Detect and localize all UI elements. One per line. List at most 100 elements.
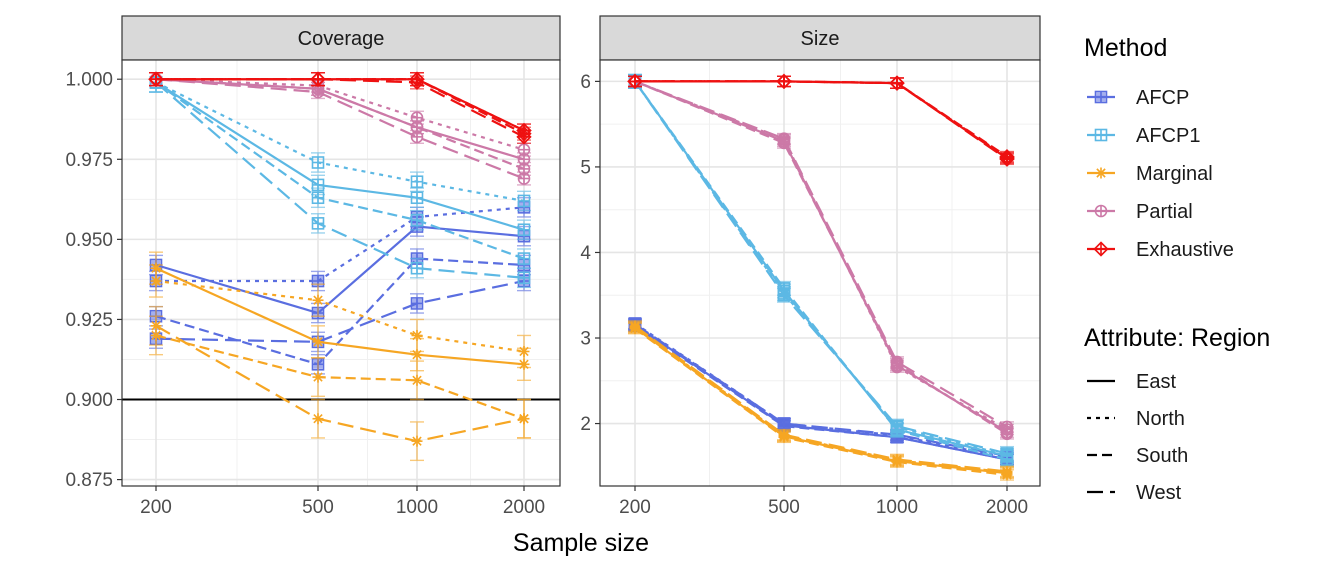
legend-item-east: East [1087, 371, 1176, 393]
series-line [634, 80, 1008, 455]
legend-item-partial: Partial [1087, 201, 1193, 223]
x-tick-label: 500 [768, 497, 800, 518]
series-line [155, 81, 525, 203]
legend-label: West [1136, 482, 1182, 504]
data-point [1000, 420, 1014, 434]
data-point [516, 129, 532, 145]
data-point [312, 336, 324, 348]
series-line [155, 225, 525, 315]
series-line [155, 279, 525, 353]
series-exhaustive-west [627, 73, 1015, 167]
data-point [311, 191, 325, 205]
x-tick-label: 500 [302, 497, 334, 518]
data-point [777, 417, 791, 430]
series-line [634, 323, 1008, 458]
data-point [518, 413, 530, 425]
data-point [410, 297, 424, 310]
panel-coverage: Coverage 0.875 0.900 0.925 0.950 0.975 1.000 20… [65, 15, 561, 518]
data-point [311, 85, 325, 99]
legend-method: Method AFCP AFCP1 Marginal Partial Exhaustive [1084, 34, 1234, 261]
panel-size: Size 2 3 4 5 6 200 500 1000 2000 [580, 15, 1041, 518]
data-point [627, 73, 643, 90]
series-group [148, 71, 532, 462]
legend-label: South [1136, 445, 1188, 467]
y-tick-label: 4 [580, 243, 591, 264]
panel-border [599, 59, 1041, 487]
legend-key-marker [1095, 167, 1107, 179]
panel-border [121, 59, 561, 487]
data-point [889, 75, 905, 91]
legend-label: Partial [1136, 201, 1193, 223]
x-tick-label: 200 [619, 497, 651, 518]
series-line [155, 81, 525, 279]
series-line [156, 206, 525, 283]
panel-strip-label: Coverage [298, 28, 385, 50]
data-point [411, 374, 423, 386]
data-point [517, 143, 531, 156]
data-point [150, 275, 162, 287]
x-tick-label: 2000 [986, 497, 1028, 518]
x-tick-label: 1000 [876, 497, 918, 518]
data-point [410, 175, 424, 189]
data-point [411, 329, 423, 341]
y-tick-label: 0.900 [65, 390, 113, 411]
series-marginal-west [628, 320, 1014, 478]
legend-region-title: Attribute: Region [1084, 324, 1270, 352]
y-tick-label: 0.975 [65, 150, 113, 171]
panel-strip [121, 15, 561, 61]
legend-region: Attribute: Region East North South West [1084, 324, 1270, 504]
data-point [1000, 447, 1014, 460]
legend-key-marker [1094, 204, 1108, 218]
legend-label: Marginal [1136, 163, 1213, 185]
legend-key-marker [1093, 241, 1109, 257]
series-line [156, 78, 525, 138]
series-line [155, 78, 525, 180]
data-point [777, 288, 791, 302]
data-point [517, 172, 531, 185]
series-line [155, 267, 525, 366]
legend-item-west: West [1087, 482, 1182, 504]
data-point [890, 419, 904, 433]
data-point [311, 217, 325, 230]
legend-label: AFCP1 [1136, 125, 1200, 147]
data-point [629, 320, 641, 332]
data-point [891, 453, 903, 465]
series-line [155, 334, 525, 420]
data-point [777, 132, 791, 145]
y-tick-label: 2 [580, 414, 591, 435]
series-line [155, 324, 525, 443]
series-line [155, 78, 525, 170]
data-point [778, 429, 790, 441]
series-group [627, 73, 1015, 481]
legend-item-south: South [1087, 445, 1188, 467]
legend-label: North [1136, 408, 1185, 430]
data-point [312, 371, 324, 383]
data-point [776, 73, 792, 90]
legend-label: AFCP [1136, 87, 1189, 109]
data-point [409, 74, 425, 91]
data-point [890, 355, 904, 369]
y-tick-label: 5 [580, 157, 591, 178]
y-tick-label: 0.875 [65, 470, 113, 491]
data-point [999, 151, 1015, 167]
legend-key-marker [1094, 128, 1108, 142]
series-marginal-north [149, 264, 531, 369]
legend-item-north: North [1087, 408, 1185, 430]
legend-item-marginal: Marginal [1087, 163, 1213, 185]
series-line [634, 80, 1008, 435]
series-line [155, 81, 525, 231]
y-tick-label: 0.925 [65, 310, 113, 331]
legend-label: East [1136, 371, 1176, 393]
x-tick-label: 1000 [396, 497, 438, 518]
data-point [410, 213, 424, 227]
series-line [155, 78, 525, 151]
data-point [410, 191, 424, 205]
series-line [155, 279, 525, 343]
legend-key-marker [1094, 90, 1108, 104]
x-tick-label: 200 [140, 497, 172, 518]
data-point [517, 271, 531, 285]
data-point [411, 435, 423, 447]
y-tick-label: 1.000 [65, 70, 113, 91]
data-point [410, 261, 424, 275]
x-axis-title: Sample size [513, 529, 649, 557]
